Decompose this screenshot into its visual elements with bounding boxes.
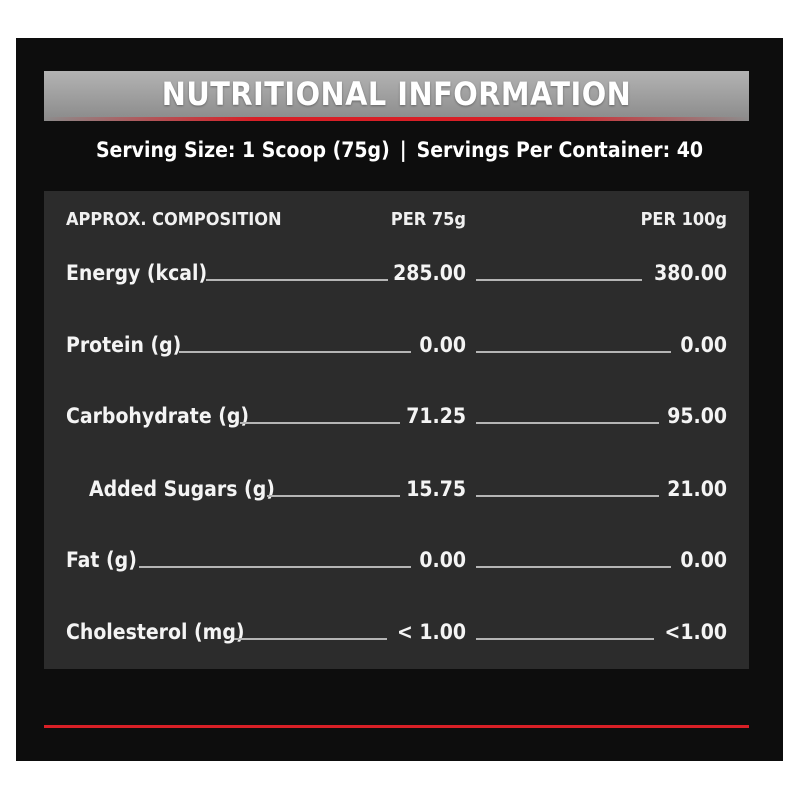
value-per-75g: < 1.00 [396, 620, 466, 644]
value-per-100g: 0.00 [680, 333, 727, 357]
value-per-100g: 0.00 [680, 548, 727, 572]
value-per-100g: <1.00 [664, 620, 727, 644]
leader-line [476, 351, 671, 353]
table-row: Energy (kcal) 285.00 380.00 [44, 261, 749, 291]
table-row: Added Sugars (g) 15.75 21.00 [44, 477, 749, 507]
leader-line [476, 495, 659, 497]
leader-line [476, 638, 654, 640]
bottom-accent-line [44, 725, 749, 728]
leader-line [267, 495, 400, 497]
header-composition: APPROX. COMPOSITION [66, 209, 282, 230]
table-row: Fat (g) 0.00 0.00 [44, 548, 749, 578]
row-label: Energy (kcal) [66, 261, 208, 285]
table-row: Cholesterol (mg) < 1.00 <1.00 [44, 620, 749, 650]
row-label: Cholesterol (mg) [66, 620, 245, 644]
leader-line [476, 279, 642, 281]
value-per-75g: 0.00 [419, 548, 466, 572]
value-per-75g: 0.00 [419, 333, 466, 357]
leader-line [476, 422, 659, 424]
header-per-75g: PER 75g [390, 209, 466, 230]
value-per-100g: 95.00 [667, 404, 727, 428]
leader-line [139, 566, 411, 568]
value-per-100g: 380.00 [654, 261, 727, 285]
table-row: Protein (g) 0.00 0.00 [44, 333, 749, 363]
row-label: Fat (g) [66, 548, 137, 572]
title-bar: NUTRITIONAL INFORMATION [44, 71, 749, 121]
nutrition-panel: NUTRITIONAL INFORMATION Serving Size: 1 … [16, 38, 783, 761]
serving-size: Serving Size: 1 Scoop (75g) [95, 138, 390, 162]
page-title: NUTRITIONAL INFORMATION [161, 75, 632, 113]
table-row: Carbohydrate (g) 71.25 95.00 [44, 404, 749, 434]
serving-info: Serving Size: 1 Scoop (75g) | Servings Per… [16, 138, 783, 162]
value-per-100g: 21.00 [667, 477, 727, 501]
row-label: Carbohydrate (g) [66, 404, 250, 428]
nutrition-table: APPROX. COMPOSITION PER 75g PER 100g Ene… [44, 191, 749, 669]
leader-line [234, 638, 387, 640]
value-per-75g: 15.75 [406, 477, 466, 501]
leader-line [206, 279, 388, 281]
row-label: Added Sugars (g) [89, 477, 275, 501]
value-per-75g: 285.00 [393, 261, 466, 285]
header-per-100g: PER 100g [640, 209, 727, 230]
value-per-75g: 71.25 [406, 404, 466, 428]
leader-line [240, 422, 400, 424]
leader-line [179, 351, 411, 353]
serving-separator: | [399, 138, 407, 162]
servings-per-container: Servings Per Container: 40 [416, 138, 704, 162]
row-label: Protein (g) [66, 333, 182, 357]
leader-line [476, 566, 671, 568]
title-accent-line [44, 117, 749, 121]
